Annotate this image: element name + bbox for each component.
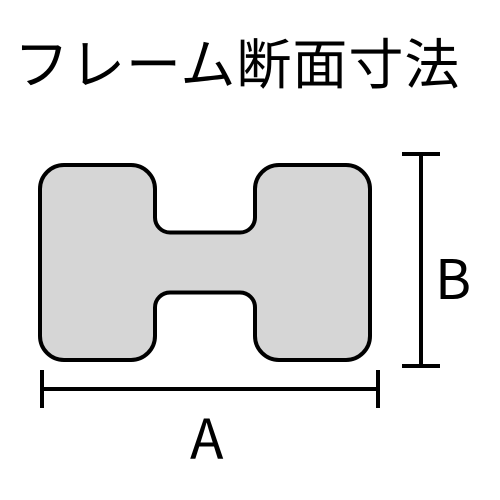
dimension-label-a: A <box>190 395 223 475</box>
ibeam-shape <box>40 165 370 360</box>
dimension-label-b: B <box>435 235 471 315</box>
diagram-title: フレーム断面寸法 <box>14 20 460 100</box>
diagram-area: A B <box>30 120 470 460</box>
ibeam-cross-section <box>35 160 375 370</box>
